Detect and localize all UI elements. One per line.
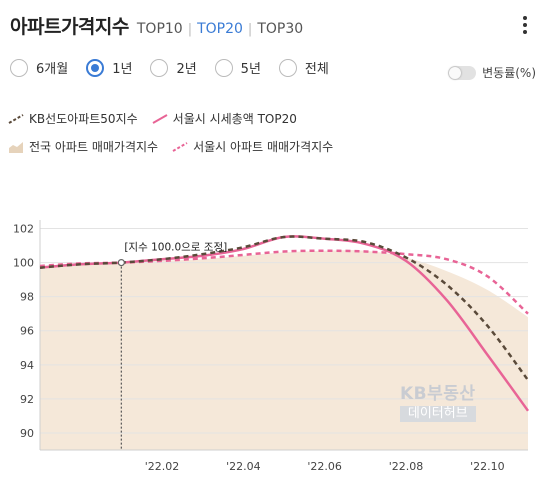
top-tabs: TOP10 | TOP20 | TOP30 xyxy=(137,21,303,37)
legend-label: 서울시 시세총액 TOP20 xyxy=(172,112,297,126)
radio-selected-icon[interactable] xyxy=(86,58,105,77)
legend-item-seoul-apt[interactable]: 서울시 아파트 매매가격지수 xyxy=(172,138,333,155)
tab-divider: | xyxy=(247,22,253,37)
legend-label: 전국 아파트 매매가격지수 xyxy=(29,140,159,154)
period-2y[interactable]: 2년 xyxy=(150,58,197,77)
period-label: 1년 xyxy=(112,62,133,77)
tab-divider: | xyxy=(187,22,193,37)
radio-icon[interactable] xyxy=(278,58,297,77)
watermark-line2: 데이터허브 xyxy=(400,405,476,422)
legend-label: KB선도아파트50지수 xyxy=(29,112,138,126)
y-tick-label: 90 xyxy=(20,427,34,440)
legend-label: 서울시 아파트 매매가격지수 xyxy=(193,140,334,154)
y-tick-label: 100 xyxy=(13,257,34,270)
legend-row-2: 전국 아파트 매매가격지수 서울시 아파트 매매가격지수 xyxy=(8,138,347,155)
change-rate-toggle[interactable] xyxy=(448,65,477,80)
dashed-line-icon xyxy=(8,113,24,124)
period-selector: 6개월 1년 2년 5년 전체 xyxy=(10,58,347,77)
price-index-chart[interactable]: 90 92 94 96 98 100 102 '22.02 '22.04 '22.06 '22.08… xyxy=(0,190,544,480)
x-tick-label: '22.10 xyxy=(470,460,505,473)
x-tick-label: '22.04 xyxy=(226,460,261,473)
period-1y[interactable]: 1년 xyxy=(86,58,132,77)
period-label: 2년 xyxy=(176,62,197,77)
radio-icon[interactable] xyxy=(214,58,233,77)
y-tick-label: 92 xyxy=(20,393,34,406)
legend-item-nation[interactable]: 전국 아파트 매매가격지수 xyxy=(8,138,158,155)
area-icon xyxy=(9,141,23,153)
tab-top10[interactable]: TOP10 xyxy=(136,21,183,37)
period-label: 6개월 xyxy=(36,62,69,77)
change-rate-toggle-wrap: 변동률(%) xyxy=(448,64,536,81)
period-label: 5년 xyxy=(240,62,261,77)
toggle-label: 변동률(%) xyxy=(482,66,536,80)
series-area-nation xyxy=(40,250,528,450)
tab-top20[interactable]: TOP20 xyxy=(197,21,243,37)
x-tick-label: '22.02 xyxy=(145,460,180,473)
solid-line-icon xyxy=(152,113,168,124)
legend-item-kb50[interactable]: KB선도아파트50지수 xyxy=(8,110,138,127)
legend-row-1: KB선도아파트50지수 서울시 시세총액 TOP20 xyxy=(8,110,311,127)
tab-top30[interactable]: TOP30 xyxy=(257,21,304,37)
radio-icon[interactable] xyxy=(10,58,28,77)
page-title: 아파트가격지수 xyxy=(10,16,129,38)
y-tick-label: 94 xyxy=(20,359,34,372)
x-tick-label: '22.06 xyxy=(307,460,342,473)
y-tick-label: 98 xyxy=(20,291,34,304)
x-tick-label: '22.08 xyxy=(389,460,424,473)
header: 아파트가격지수 TOP10 | TOP20 | TOP30 xyxy=(10,12,303,40)
annotation-label: [지수 100.0으로 조정] xyxy=(124,242,227,254)
period-5y[interactable]: 5년 xyxy=(214,58,261,77)
annotation-marker xyxy=(117,258,125,267)
dashed-line-icon xyxy=(172,141,188,152)
legend-item-seoul-top20[interactable]: 서울시 시세총액 TOP20 xyxy=(152,110,297,127)
period-label: 전체 xyxy=(304,62,329,77)
radio-icon[interactable] xyxy=(150,58,169,77)
y-tick-label: 96 xyxy=(20,325,34,338)
more-options-icon[interactable] xyxy=(520,16,530,38)
watermark-line1: KB부동산 xyxy=(400,384,476,404)
y-tick-label: 102 xyxy=(13,223,34,236)
period-all[interactable]: 전체 xyxy=(278,58,329,77)
kb-watermark: KB부동산 데이터허브 xyxy=(400,385,476,422)
period-6m[interactable]: 6개월 xyxy=(10,58,68,77)
